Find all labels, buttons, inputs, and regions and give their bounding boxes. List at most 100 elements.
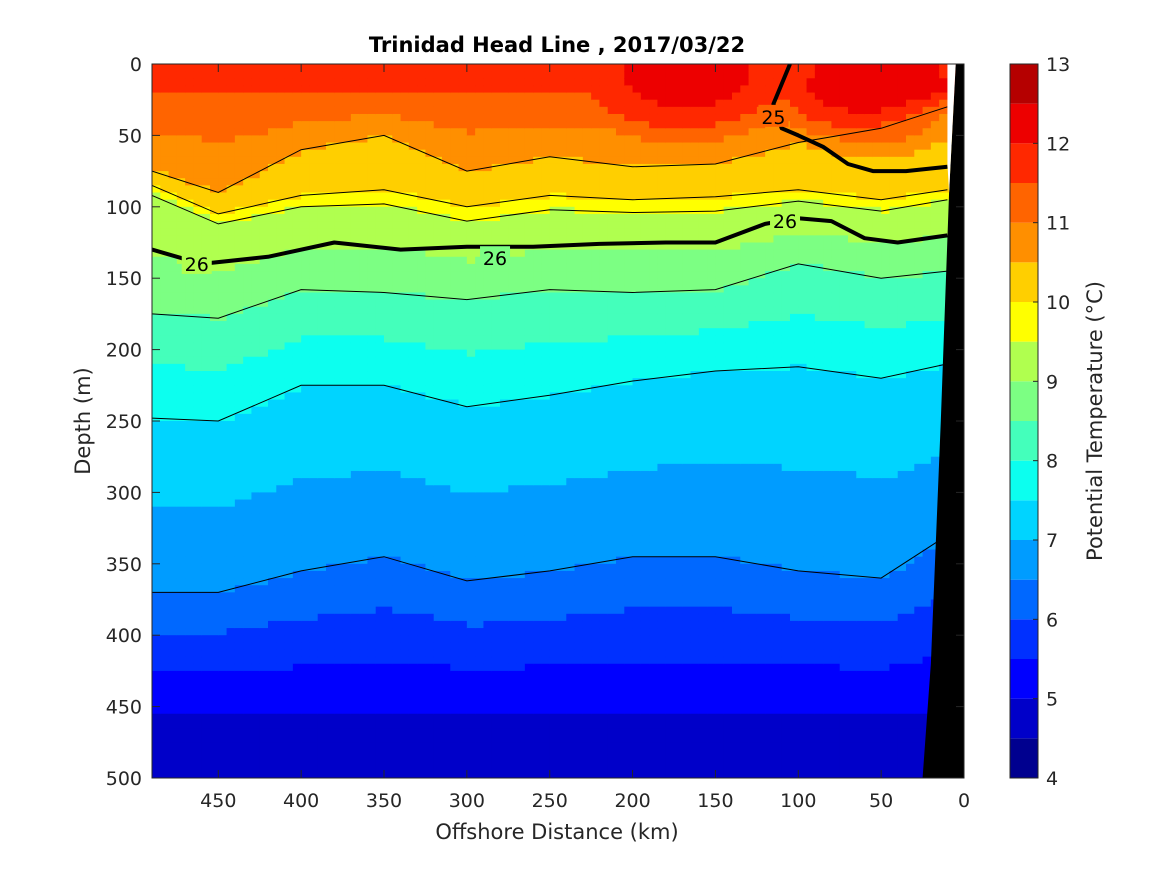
- field-cell: [243, 192, 253, 201]
- field-cell: [334, 421, 344, 429]
- field-cell: [243, 378, 253, 386]
- field-cell: [367, 378, 377, 386]
- field-cell: [317, 278, 327, 286]
- field-cell: [558, 413, 567, 422]
- field-cell: [317, 378, 327, 386]
- field-cell: [533, 692, 543, 701]
- field-cell: [218, 585, 228, 593]
- field-cell: [408, 699, 418, 708]
- field-cell: [309, 199, 319, 208]
- field-cell: [450, 613, 460, 622]
- field-cell: [342, 142, 352, 151]
- field-cell: [408, 756, 418, 765]
- field-cell: [259, 135, 269, 144]
- field-cell: [549, 356, 559, 365]
- field-cell: [408, 706, 418, 715]
- field-cell: [292, 756, 302, 765]
- field-cell: [392, 335, 402, 344]
- field-cell: [450, 306, 460, 315]
- field-cell: [400, 221, 410, 229]
- field-cell: [524, 199, 534, 208]
- field-cell: [483, 628, 493, 636]
- field-cell: [491, 128, 501, 136]
- field-cell: [408, 235, 418, 244]
- field-cell: [334, 635, 344, 643]
- field-cell: [450, 199, 460, 208]
- field-cell: [516, 692, 526, 701]
- field-cell: [218, 485, 228, 493]
- field-cell: [524, 756, 534, 765]
- field-cell: [516, 221, 526, 229]
- field-cell: [342, 728, 352, 736]
- field-cell: [309, 378, 319, 386]
- field-cell: [384, 492, 393, 501]
- field-cell: [326, 678, 335, 686]
- field-cell: [234, 513, 244, 522]
- field-cell: [160, 606, 170, 615]
- field-cell: [483, 606, 493, 615]
- field-cell: [483, 528, 493, 536]
- field-cell: [491, 171, 501, 179]
- field-cell: [483, 185, 493, 194]
- field-cell: [334, 742, 344, 751]
- field-cell: [541, 542, 551, 551]
- field-cell: [218, 385, 228, 394]
- field-cell: [359, 428, 369, 436]
- field-cell: [226, 142, 236, 151]
- field-cell: [259, 285, 269, 294]
- field-cell: [326, 249, 335, 258]
- field-cell: [309, 706, 319, 715]
- field-cell: [500, 385, 509, 394]
- field-cell: [342, 735, 352, 743]
- field-cell: [549, 99, 559, 108]
- field-cell: [226, 392, 236, 401]
- field-cell: [243, 699, 253, 708]
- field-cell: [342, 349, 352, 358]
- field-cell: [193, 271, 203, 279]
- field-cell: [210, 121, 219, 129]
- field-cell: [367, 363, 377, 372]
- field-cell: [491, 692, 501, 701]
- field-cell: [458, 378, 468, 386]
- field-cell: [193, 421, 203, 429]
- field-cell: [350, 535, 360, 543]
- field-cell: [201, 463, 211, 472]
- field-cell: [301, 742, 311, 751]
- field-cell: [201, 735, 211, 743]
- field-cell: [458, 720, 468, 729]
- field-cell: [375, 335, 385, 344]
- field-cell: [475, 592, 485, 601]
- field-cell: [193, 678, 203, 686]
- field-cell: [201, 649, 211, 658]
- field-cell: [450, 628, 460, 636]
- field-cell: [301, 328, 311, 336]
- field-cell: [284, 406, 294, 415]
- field-cell: [367, 599, 377, 608]
- field-cell: [334, 385, 344, 394]
- field-cell: [259, 699, 269, 708]
- field-cell: [317, 64, 327, 72]
- field-cell: [201, 385, 211, 394]
- field-cell: [201, 770, 211, 778]
- field-cell: [375, 113, 385, 122]
- field-cell: [541, 549, 551, 558]
- field-cell: [218, 506, 228, 515]
- field-cell: [392, 735, 402, 743]
- field-cell: [392, 242, 402, 251]
- field-cell: [210, 99, 219, 108]
- field-cell: [292, 428, 302, 436]
- field-cell: [442, 556, 451, 565]
- field-cell: [508, 328, 518, 336]
- field-cell: [417, 770, 427, 778]
- field-cell: [483, 470, 493, 479]
- field-cell: [259, 92, 269, 101]
- field-cell: [384, 413, 393, 422]
- field-cell: [276, 399, 286, 408]
- field-cell: [417, 499, 427, 508]
- field-cell: [176, 685, 186, 693]
- field-cell: [466, 228, 476, 236]
- field-cell: [301, 78, 311, 87]
- field-cell: [524, 335, 534, 344]
- field-cell: [201, 720, 211, 729]
- field-cell: [326, 720, 335, 729]
